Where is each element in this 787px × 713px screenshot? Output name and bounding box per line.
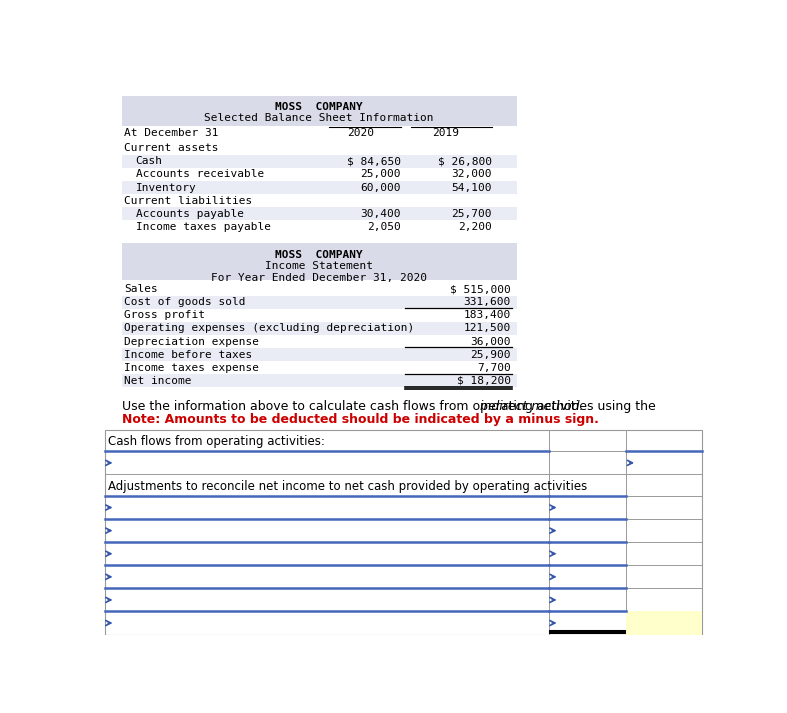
Bar — [122, 243, 517, 280]
Text: $ 26,800: $ 26,800 — [438, 156, 492, 166]
Text: 7,700: 7,700 — [477, 363, 511, 373]
Text: Cost of goods sold: Cost of goods sold — [124, 297, 246, 307]
Text: Operating expenses (excluding depreciation): Operating expenses (excluding depreciati… — [124, 324, 414, 334]
Text: Adjustments to reconcile net income to net cash provided by operating activities: Adjustments to reconcile net income to n… — [109, 480, 588, 493]
Text: $ 84,650: $ 84,650 — [346, 156, 401, 166]
Bar — [122, 207, 517, 220]
Text: 30,400: 30,400 — [360, 209, 401, 219]
Text: 36,000: 36,000 — [470, 337, 511, 347]
Text: Income taxes expense: Income taxes expense — [124, 363, 259, 373]
Text: 25,700: 25,700 — [452, 209, 492, 219]
Bar — [626, 612, 702, 635]
Text: 2,050: 2,050 — [367, 222, 401, 232]
Text: MOSS  COMPANY: MOSS COMPANY — [275, 250, 363, 260]
Text: 2020: 2020 — [347, 128, 374, 138]
Bar — [122, 155, 517, 168]
Text: Depreciation expense: Depreciation expense — [124, 337, 259, 347]
Bar — [122, 348, 517, 361]
Text: 121,500: 121,500 — [464, 324, 511, 334]
Text: At December 31: At December 31 — [124, 128, 219, 138]
Text: 331,600: 331,600 — [464, 297, 511, 307]
Text: 183,400: 183,400 — [464, 310, 511, 320]
Text: For Year Ended December 31, 2020: For Year Ended December 31, 2020 — [211, 272, 427, 282]
Text: Accounts payable: Accounts payable — [135, 209, 243, 219]
Text: 32,000: 32,000 — [452, 170, 492, 180]
Text: $ 18,200: $ 18,200 — [456, 376, 511, 386]
Bar — [122, 374, 517, 387]
Text: Income before taxes: Income before taxes — [124, 349, 252, 359]
Text: Note: Amounts to be deducted should be indicated by a minus sign.: Note: Amounts to be deducted should be i… — [122, 413, 598, 426]
Text: Selected Balance Sheet Information: Selected Balance Sheet Information — [205, 113, 434, 123]
Text: Accounts receivable: Accounts receivable — [135, 170, 264, 180]
Text: Gross profit: Gross profit — [124, 310, 205, 320]
Text: 25,000: 25,000 — [360, 170, 401, 180]
Text: MOSS  COMPANY: MOSS COMPANY — [275, 102, 363, 112]
Text: Use the information above to calculate cash flows from operating activities usin: Use the information above to calculate c… — [122, 401, 660, 414]
Text: 60,000: 60,000 — [360, 183, 401, 193]
Bar — [122, 181, 517, 194]
Text: Income taxes payable: Income taxes payable — [135, 222, 271, 232]
Text: Current liabilities: Current liabilities — [124, 195, 252, 205]
Text: Cash flows from operating activities:: Cash flows from operating activities: — [109, 435, 325, 448]
Text: 54,100: 54,100 — [452, 183, 492, 193]
Bar — [122, 322, 517, 335]
Text: Income Statement: Income Statement — [265, 261, 373, 271]
Text: 25,900: 25,900 — [470, 349, 511, 359]
Text: Inventory: Inventory — [135, 183, 196, 193]
Text: Current assets: Current assets — [124, 143, 219, 153]
Text: Net income: Net income — [124, 376, 191, 386]
Text: Cash: Cash — [135, 156, 163, 166]
Text: indirect method.: indirect method. — [480, 401, 584, 414]
Text: 2,200: 2,200 — [458, 222, 492, 232]
Bar — [122, 96, 517, 126]
Text: 2019: 2019 — [432, 128, 459, 138]
Bar — [105, 430, 702, 635]
Text: $ 515,000: $ 515,000 — [450, 284, 511, 294]
Text: Sales: Sales — [124, 284, 157, 294]
Bar — [122, 296, 517, 309]
